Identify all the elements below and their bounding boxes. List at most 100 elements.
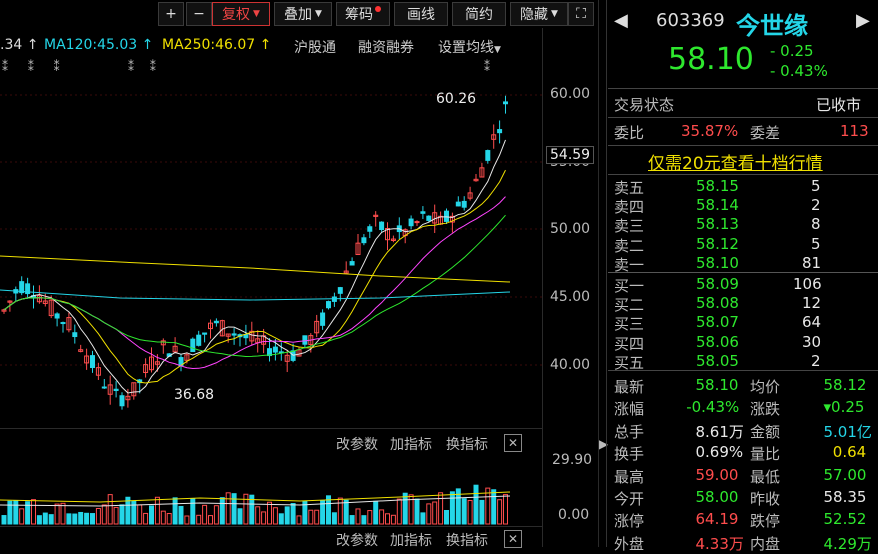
diejia-dropdown[interactable]: 叠加 ▼ <box>274 2 332 26</box>
candle-body <box>19 281 25 294</box>
volume-bar <box>503 494 508 525</box>
candle-body <box>343 270 349 274</box>
ma250-line <box>0 255 511 283</box>
candle-body <box>491 134 497 140</box>
volume-bar <box>449 491 455 525</box>
ask-level-label: 卖三 <box>614 217 645 236</box>
price-axis-label: 50.00 <box>550 221 591 237</box>
promo-link[interactable]: 仅需20元查看十档行情 <box>648 154 823 174</box>
volume-bar <box>455 488 461 525</box>
event-markers-left[interactable]: ⁑ ⁑ ⁑ <box>2 60 68 74</box>
ask-volume: 5 <box>811 177 821 195</box>
volume-bar <box>48 514 54 525</box>
stat-label: 最新 <box>614 378 645 396</box>
kline-chart[interactable] <box>0 60 542 425</box>
candle-body <box>314 320 320 334</box>
volume-bar <box>408 494 414 525</box>
jia-zhibiao-link[interactable]: 加指标 <box>390 533 432 549</box>
volume-bar <box>31 499 36 525</box>
candle-body <box>196 334 202 346</box>
candle-body <box>149 356 154 371</box>
stat-value: 58.12 <box>823 376 867 394</box>
collapse-arrow-icon[interactable]: ▶ <box>599 437 609 451</box>
volume-bar <box>7 500 13 525</box>
event-markers-mid[interactable]: ⁑ ⁑ <box>128 60 162 74</box>
chevron-down-icon: ▼ <box>494 45 501 55</box>
close-icon[interactable]: ✕ <box>504 530 522 548</box>
candle-body <box>213 320 219 324</box>
notification-dot-icon <box>375 6 381 12</box>
bid-volume: 64 <box>802 313 822 332</box>
volume-axis-label: 29.90 <box>552 452 593 468</box>
candle-body <box>337 287 343 294</box>
volume-bar <box>467 500 473 525</box>
stat-value: -0.43% <box>686 398 740 417</box>
bid-volume: 30 <box>802 332 822 351</box>
fuquan-label: 复权 <box>222 7 251 23</box>
chevron-down-icon: ▼ <box>315 9 322 19</box>
volume-bar <box>202 504 208 525</box>
candle-body <box>107 384 113 395</box>
bid-level-label: 买四 <box>614 334 645 353</box>
low-price-annotation: 36.68 <box>174 387 215 403</box>
fuquan-dropdown[interactable]: 复权 ▼ <box>212 2 270 26</box>
ask-price: 58.14 <box>696 196 739 215</box>
price-axis-divider <box>542 28 543 547</box>
volume-bar <box>379 509 385 525</box>
stock-name: 今世缘 <box>736 12 808 40</box>
yincang-dropdown[interactable]: 隐藏 ▼ <box>510 2 568 26</box>
candle-body <box>444 210 449 222</box>
volume-bar <box>284 506 290 525</box>
expand-icon[interactable]: ⛶ <box>568 2 594 26</box>
zoom-in-button[interactable]: + <box>158 2 184 26</box>
status-value: 已收市 <box>816 96 862 114</box>
bid-level-label: 买三 <box>614 315 645 334</box>
sidebar-divider <box>598 0 599 547</box>
volume-bar <box>396 498 402 525</box>
chouma-button[interactable]: 筹码 <box>336 2 390 26</box>
candle-body <box>473 178 479 182</box>
weibi-label: 委比 <box>614 124 645 142</box>
hugutong-link[interactable]: 沪股通 <box>294 40 336 56</box>
rongzi-link[interactable]: 融资融券 <box>358 40 414 56</box>
zoom-out-button[interactable]: − <box>186 2 212 26</box>
candle-body <box>36 295 42 303</box>
stat-value: 4.33万 <box>695 534 744 553</box>
candle-body <box>249 330 255 342</box>
volume-bar <box>95 508 101 525</box>
volume-bar <box>320 500 326 525</box>
ask-level-label: 卖二 <box>614 236 645 255</box>
sidebar-divider <box>606 0 607 547</box>
volume-chart[interactable] <box>0 456 542 526</box>
status-label: 交易状态 <box>614 96 675 114</box>
huan-zhibiao-link[interactable]: 换指标 <box>446 533 488 549</box>
volume-bar <box>101 504 107 525</box>
volume-bar <box>25 501 31 525</box>
volume-bar <box>261 511 267 525</box>
volume-bar <box>278 513 284 525</box>
candle-body <box>479 167 485 178</box>
ask-price: 58.10 <box>696 253 739 272</box>
ma-setting-dropdown[interactable]: 设置均线▼ <box>438 37 501 57</box>
prev-stock-icon[interactable]: ◀ <box>614 10 628 31</box>
event-markers-right[interactable]: ⁑ <box>484 60 490 74</box>
ask-price: 58.15 <box>696 177 739 195</box>
gai-canshu-link[interactable]: 改参数 <box>336 437 378 453</box>
huaxian-button[interactable]: 画线 <box>394 2 448 26</box>
volume-bar <box>131 500 137 525</box>
close-icon[interactable]: ✕ <box>504 434 522 452</box>
candle-body <box>243 334 249 339</box>
ma-setting-label: 设置均线 <box>438 40 494 56</box>
bid-price: 58.09 <box>696 275 739 293</box>
weicha-value: 113 <box>840 122 869 140</box>
volume-axis-label: 0.00 <box>558 507 590 523</box>
candle-body <box>90 355 95 369</box>
jianyue-button[interactable]: 简约 <box>452 2 506 26</box>
next-stock-icon[interactable]: ▶ <box>856 10 870 31</box>
gai-canshu-link[interactable]: 改参数 <box>336 533 378 549</box>
bid-volume: 106 <box>793 275 822 293</box>
bid-price: 58.08 <box>696 294 739 313</box>
huan-zhibiao-link[interactable]: 换指标 <box>446 437 488 453</box>
jia-zhibiao-link[interactable]: 加指标 <box>390 437 432 453</box>
volume-bar <box>485 487 491 525</box>
